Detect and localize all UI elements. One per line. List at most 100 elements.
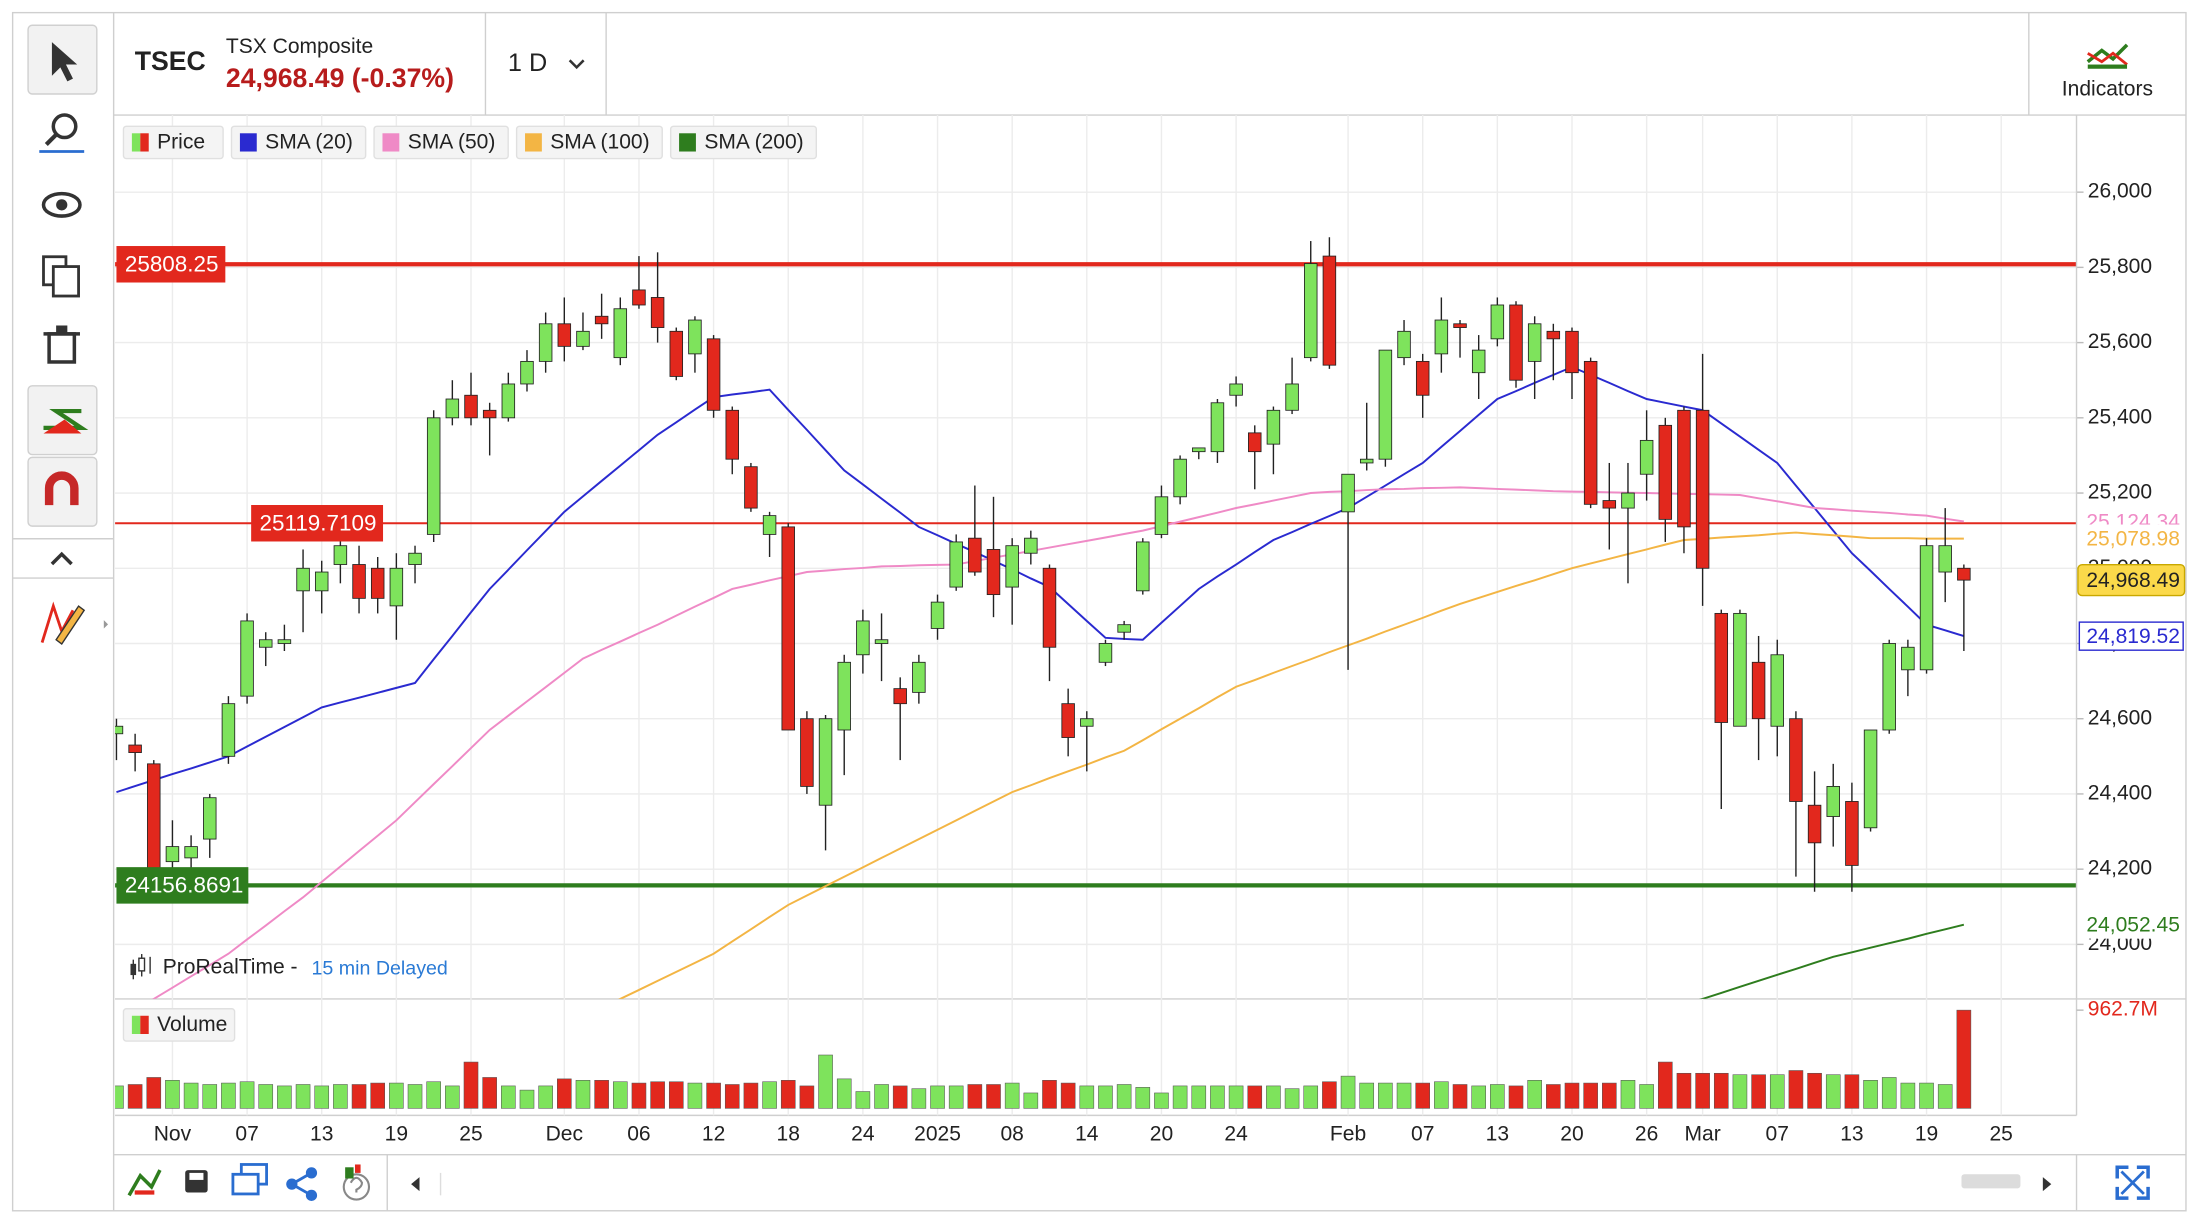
legend-label[interactable]: SMA (50) <box>408 131 496 154</box>
fullscreen-tool[interactable] <box>2115 1165 2150 1200</box>
volume-bar <box>1676 1072 1692 1109</box>
symbol: TSEC <box>135 46 206 76</box>
top-bar: TSEC TSX Composite 24,968.49 (-0.37%) 1 … <box>113 12 2186 116</box>
volume-bar <box>1769 1074 1785 1109</box>
level-label: 25808.25 <box>125 252 219 277</box>
scroll-left[interactable] <box>411 1177 420 1192</box>
candle-body <box>557 323 572 347</box>
legend-item[interactable] <box>515 125 663 160</box>
candle-body <box>203 797 217 840</box>
candle-body <box>1490 304 1505 340</box>
volume-bar <box>855 1091 871 1109</box>
volume-bar <box>650 1081 665 1109</box>
volume-bar <box>1583 1082 1598 1109</box>
candle-body <box>464 394 478 419</box>
legend-label[interactable]: Price <box>157 131 205 154</box>
y-tick-label: 24,200 <box>2088 857 2152 880</box>
legend-item[interactable] <box>122 1008 236 1042</box>
volume-bar <box>1900 1082 1916 1109</box>
help-tool[interactable] <box>342 1164 371 1201</box>
view-tool[interactable] <box>41 191 82 218</box>
legend-label[interactable]: Volume <box>157 1013 227 1036</box>
scrollbar-thumb[interactable] <box>1961 1174 2021 1189</box>
copy-tool[interactable] <box>42 255 80 298</box>
legend-label[interactable]: SMA (100) <box>550 131 649 154</box>
volume-bar <box>501 1085 516 1109</box>
x-tick-label: 2025 <box>914 1123 961 1146</box>
layout-tool[interactable] <box>231 1163 268 1196</box>
trend-tool[interactable] <box>27 385 98 456</box>
volume-bar <box>575 1080 591 1109</box>
indicators-icon[interactable] <box>2086 43 2129 69</box>
candle-body <box>1322 255 1337 366</box>
legend-swatch <box>131 133 141 152</box>
legend-label[interactable]: SMA (20) <box>265 131 353 154</box>
interval[interactable]: 1 D <box>508 49 547 77</box>
x-tick-label: 25 <box>1989 1123 2012 1146</box>
zoom-tool[interactable] <box>39 113 85 153</box>
indicators-button[interactable]: Indicators <box>2062 77 2153 100</box>
volume-bar <box>631 1082 647 1109</box>
volume-bar <box>612 1081 628 1109</box>
draw-tool[interactable] <box>40 601 109 645</box>
candle-body <box>277 639 292 644</box>
candle-body <box>538 323 553 362</box>
delete-tool[interactable] <box>43 325 80 364</box>
candle-body <box>688 319 702 355</box>
volume-bar <box>668 1081 684 1109</box>
volume-bar <box>1191 1085 1207 1109</box>
last-value-label: 24,052.45 <box>2086 914 2180 937</box>
volume-bar <box>1396 1082 1412 1109</box>
candle-body <box>1527 323 1542 362</box>
volume-bar <box>1079 1085 1095 1109</box>
volume-bar <box>1919 1082 1934 1109</box>
interval-chevron[interactable] <box>568 59 585 70</box>
legend-item[interactable] <box>373 125 509 160</box>
x-tick-label: Nov <box>154 1123 192 1146</box>
volume-bar <box>482 1077 497 1109</box>
magnet-tool[interactable] <box>27 456 98 527</box>
share-tool[interactable] <box>286 1167 318 1201</box>
x-tick-label: 12 <box>702 1123 725 1146</box>
candle-body <box>501 383 516 419</box>
candle-body <box>1024 537 1038 554</box>
candle-body <box>725 409 739 460</box>
volume-bar <box>1452 1084 1468 1109</box>
scroll-right[interactable] <box>2042 1177 2052 1192</box>
x-tick-label: 07 <box>1766 1123 1789 1146</box>
legend-label[interactable]: SMA (200) <box>704 131 803 154</box>
left-toolbar <box>12 12 115 1211</box>
candle-body <box>1770 654 1784 727</box>
collapse-toggle[interactable] <box>50 551 73 566</box>
volume-bar <box>295 1084 311 1109</box>
candle-body <box>1714 612 1729 723</box>
legend-item[interactable] <box>230 125 367 160</box>
candle-body <box>426 417 441 535</box>
y-tick-label: 24,400 <box>2088 782 2152 805</box>
volume-bar <box>1490 1084 1505 1109</box>
candle-body <box>949 541 963 588</box>
candle-body <box>1546 330 1561 340</box>
candle-body <box>1378 349 1393 460</box>
save-tool[interactable] <box>185 1170 208 1193</box>
volume-bar <box>333 1084 348 1109</box>
candle-body <box>1789 718 1803 802</box>
candle-body <box>1957 567 1971 581</box>
legend-item[interactable] <box>669 125 818 160</box>
delay-note[interactable]: 15 min Delayed <box>311 958 447 980</box>
last-price-label: 24,968.49 <box>2086 569 2180 592</box>
candle-body <box>1826 785 1840 817</box>
last-value-label: 24,819.52 <box>2086 625 2180 648</box>
legend-swatch <box>131 1015 141 1034</box>
sma-line <box>116 365 1965 794</box>
volume-bar <box>986 1084 1001 1109</box>
legend-swatch <box>679 133 696 152</box>
candle-body <box>1042 567 1057 648</box>
volume-bar <box>687 1082 703 1109</box>
candle-body <box>781 526 795 731</box>
level-label-box <box>116 867 249 904</box>
volume-bar <box>780 1080 796 1109</box>
x-tick-label: 24 <box>851 1123 875 1146</box>
export-tool[interactable] <box>127 1169 162 1197</box>
